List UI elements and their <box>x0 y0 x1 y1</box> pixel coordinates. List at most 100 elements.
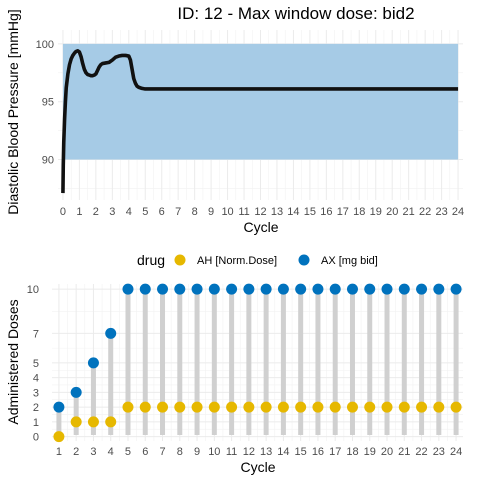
top-chart-title: ID: 12 - Max window dose: bid2 <box>177 4 414 23</box>
bottom-x-tick-label: 23 <box>433 446 445 458</box>
top-x-tick-label: 1 <box>76 206 82 218</box>
bottom-x-tick-label: 24 <box>450 446 462 458</box>
top-x-tick-label: 16 <box>320 206 332 218</box>
ah-dose-point <box>329 401 341 413</box>
bottom-x-tick-label: 19 <box>364 446 376 458</box>
bottom-x-axis-title: Cycle <box>240 459 275 475</box>
legend-title: drug <box>137 252 165 268</box>
ah-dose-point <box>53 431 65 443</box>
top-x-tick-label: 2 <box>93 206 99 218</box>
bottom-x-tick-label: 13 <box>260 446 272 458</box>
ah-dose-point <box>277 401 289 413</box>
bottom-x-tick-label: 16 <box>312 446 324 458</box>
top-x-tick-label: 4 <box>126 206 132 218</box>
ax-dose-point <box>243 283 255 295</box>
top-x-tick-label: 17 <box>337 206 349 218</box>
target-range-band <box>62 43 459 160</box>
bottom-x-tick-label: 22 <box>415 446 427 458</box>
ax-dose-point <box>398 283 410 295</box>
bottom-x-tick-label: 4 <box>108 446 114 458</box>
bottom-x-tick-label: 1 <box>56 446 62 458</box>
legend-swatch-ah <box>174 254 186 266</box>
ah-dose-point <box>364 401 376 413</box>
bottom-x-tick-label: 2 <box>73 446 79 458</box>
top-x-tick-label: 12 <box>254 206 266 218</box>
ah-dose-point <box>381 401 393 413</box>
ah-dose-point <box>398 401 410 413</box>
top-x-tick-label: 15 <box>304 206 316 218</box>
ah-dose-point <box>87 416 99 428</box>
bottom-x-tick-label: 14 <box>277 446 289 458</box>
ax-dose-point <box>295 283 307 295</box>
top-y-tick-labels: 90 95 100 <box>36 39 54 167</box>
bottom-y-tick-label: 3 <box>33 387 39 399</box>
ah-dose-point <box>174 401 186 413</box>
top-x-tick-label: 7 <box>175 206 181 218</box>
bottom-x-tick-label: 21 <box>398 446 410 458</box>
ax-dose-point <box>381 283 393 295</box>
blood-pressure-line <box>61 49 459 194</box>
bottom-x-tick-label: 10 <box>208 446 220 458</box>
top-x-tick-label: 19 <box>370 206 382 218</box>
bottom-x-tick-label: 6 <box>142 446 148 458</box>
bottom-x-tick-label: 11 <box>226 446 237 458</box>
top-y-tick-label: 100 <box>36 39 54 51</box>
legend: drug AH [Norm.Dose] AX [mg bid] <box>137 252 378 268</box>
bottom-x-tick-label: 9 <box>194 446 200 458</box>
ah-dose-point <box>208 401 220 413</box>
bottom-y-axis-title: Administered Doses <box>5 299 21 424</box>
top-x-tick-label: 8 <box>192 206 198 218</box>
top-x-tick-label: 0 <box>60 206 66 218</box>
bottom-x-tick-label: 18 <box>346 446 358 458</box>
bottom-x-tick-label: 8 <box>177 446 183 458</box>
legend-swatch-ax <box>298 254 310 266</box>
bottom-y-tick-label: 4 <box>33 373 39 385</box>
top-x-tick-label: 14 <box>287 206 299 218</box>
ah-dose-point <box>295 401 307 413</box>
bottom-y-tick-labels: 0 1 2 3 4 5 7 10 <box>27 284 39 443</box>
dose-points <box>53 283 462 443</box>
ah-dose-point <box>243 401 255 413</box>
legend-label-ah: AH [Norm.Dose] <box>197 255 277 267</box>
legend-label-ax: AX [mg bid] <box>321 255 378 267</box>
ah-dose-point <box>226 401 238 413</box>
bottom-x-tick-label: 12 <box>243 446 255 458</box>
top-x-tick-label: 5 <box>142 206 148 218</box>
bottom-x-tick-label: 5 <box>125 446 131 458</box>
ax-dose-point <box>122 283 134 295</box>
bottom-y-tick-label: 2 <box>33 402 39 414</box>
top-x-axis-title: Cycle <box>243 219 278 235</box>
ax-dose-point <box>260 283 272 295</box>
top-x-tick-label: 24 <box>452 206 464 218</box>
top-x-tick-label: 10 <box>221 206 233 218</box>
ax-dose-point <box>191 283 203 295</box>
bottom-y-tick-label: 0 <box>33 432 39 444</box>
ax-dose-point <box>277 283 289 295</box>
bottom-y-tick-label: 1 <box>33 417 39 429</box>
ah-dose-point <box>157 401 169 413</box>
ax-dose-point <box>329 283 341 295</box>
top-x-tick-label: 11 <box>238 206 249 218</box>
ax-dose-point <box>157 283 169 295</box>
bottom-x-tick-label: 15 <box>295 446 307 458</box>
ah-dose-point <box>346 401 358 413</box>
ah-dose-point <box>416 401 428 413</box>
ax-dose-point <box>139 283 151 295</box>
bottom-y-tick-label: 5 <box>33 358 39 370</box>
ax-dose-point <box>416 283 428 295</box>
ax-dose-point <box>312 283 324 295</box>
ah-dose-point <box>433 401 445 413</box>
top-x-tick-label: 6 <box>159 206 165 218</box>
top-y-tick-label: 95 <box>42 97 54 109</box>
ax-dose-point <box>226 283 238 295</box>
top-x-tick-labels: 0 1 2 3 4 5 6 7 8 9 10 11 12 13 14 15 16 17 18 19 20 21 22 23 24 <box>60 206 464 218</box>
ah-dose-point <box>105 416 117 428</box>
top-x-tick-label: 9 <box>208 206 214 218</box>
top-x-tick-label: 18 <box>353 206 365 218</box>
ax-dose-point <box>174 283 186 295</box>
bottom-x-tick-label: 3 <box>90 446 96 458</box>
ax-dose-point <box>70 386 82 398</box>
ax-dose-point <box>208 283 220 295</box>
top-x-tick-label: 23 <box>435 206 447 218</box>
